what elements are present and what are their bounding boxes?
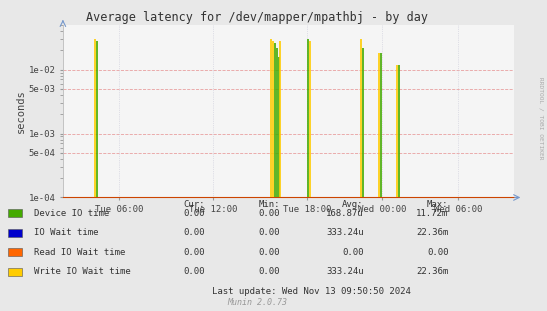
- Y-axis label: seconds: seconds: [16, 89, 26, 133]
- Text: Max:: Max:: [427, 200, 449, 209]
- Text: Write IO Wait time: Write IO Wait time: [34, 267, 131, 276]
- Text: 0.00: 0.00: [259, 267, 280, 276]
- Text: Cur:: Cur:: [184, 200, 205, 209]
- Text: Avg:: Avg:: [342, 200, 364, 209]
- Text: Min:: Min:: [259, 200, 280, 209]
- Text: 22.36m: 22.36m: [416, 267, 449, 276]
- Text: RRDTOOL / TOBI OETIKER: RRDTOOL / TOBI OETIKER: [538, 77, 543, 160]
- Text: 11.72m: 11.72m: [416, 209, 449, 217]
- Text: 0.00: 0.00: [342, 248, 364, 257]
- Text: Read IO Wait time: Read IO Wait time: [34, 248, 125, 257]
- Text: 0.00: 0.00: [184, 248, 205, 257]
- Text: 0.00: 0.00: [427, 248, 449, 257]
- Text: Last update: Wed Nov 13 09:50:50 2024: Last update: Wed Nov 13 09:50:50 2024: [212, 287, 411, 296]
- Text: 333.24u: 333.24u: [326, 228, 364, 237]
- Text: 0.00: 0.00: [184, 228, 205, 237]
- Text: IO Wait time: IO Wait time: [34, 228, 98, 237]
- Text: Munin 2.0.73: Munin 2.0.73: [227, 298, 287, 307]
- Text: Average latency for /dev/mapper/mpathbj - by day: Average latency for /dev/mapper/mpathbj …: [86, 11, 428, 24]
- Text: 0.00: 0.00: [259, 209, 280, 217]
- Text: 0.00: 0.00: [259, 248, 280, 257]
- Text: 333.24u: 333.24u: [326, 267, 364, 276]
- Text: 168.87u: 168.87u: [326, 209, 364, 217]
- Text: 0.00: 0.00: [184, 267, 205, 276]
- Text: Device IO time: Device IO time: [34, 209, 109, 217]
- Text: 0.00: 0.00: [259, 228, 280, 237]
- Text: 0.00: 0.00: [184, 209, 205, 217]
- Text: 22.36m: 22.36m: [416, 228, 449, 237]
